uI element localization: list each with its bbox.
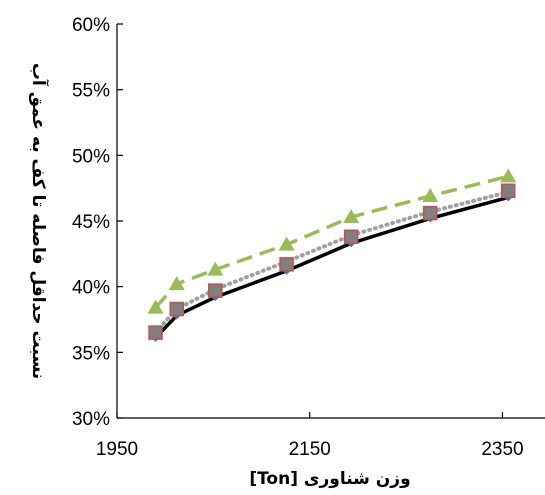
y-tick-label: 35% <box>72 343 110 364</box>
series-marker-square <box>343 229 359 245</box>
series-marker-square <box>279 257 294 272</box>
x-tick-label: 2150 <box>289 439 331 460</box>
series-marker-square <box>500 183 516 199</box>
series-marker-square <box>422 205 438 221</box>
y-tick-label: 45% <box>72 212 110 233</box>
x-tick-label: 2350 <box>481 439 523 460</box>
series-marker-triangle <box>168 276 185 291</box>
axes <box>116 24 545 419</box>
x-tick-label: 1950 <box>96 439 138 460</box>
y-tick-label: 60% <box>72 15 110 36</box>
y-tick-label: 50% <box>72 146 110 167</box>
series-marker-triangle <box>207 261 224 276</box>
series-marker-square <box>148 325 163 340</box>
series-marker-square <box>169 301 184 317</box>
series-marker-triangle <box>500 168 517 183</box>
y-tick-label: 55% <box>72 81 110 102</box>
y-axis-title: نسبت حداقل فاصله تا کف به عمق آب <box>28 63 50 379</box>
series-marker-triangle <box>422 188 439 203</box>
x-axis-title: [Ton] وزن شناوری <box>249 469 410 489</box>
x-ticks: 1950 2150 2350 <box>96 412 524 460</box>
y-ticks: 30% 35% 40% 45% 50% 55% 60% <box>72 15 123 430</box>
y-tick-label: 30% <box>72 409 110 430</box>
series-line-black-solid <box>154 195 509 340</box>
series-marker-triangle <box>147 299 164 314</box>
series-marker-square <box>208 283 223 298</box>
y-tick-label: 40% <box>72 278 110 299</box>
series-marker-triangle <box>278 236 295 251</box>
series-marker-triangle <box>343 209 360 224</box>
series-layer <box>147 168 517 342</box>
